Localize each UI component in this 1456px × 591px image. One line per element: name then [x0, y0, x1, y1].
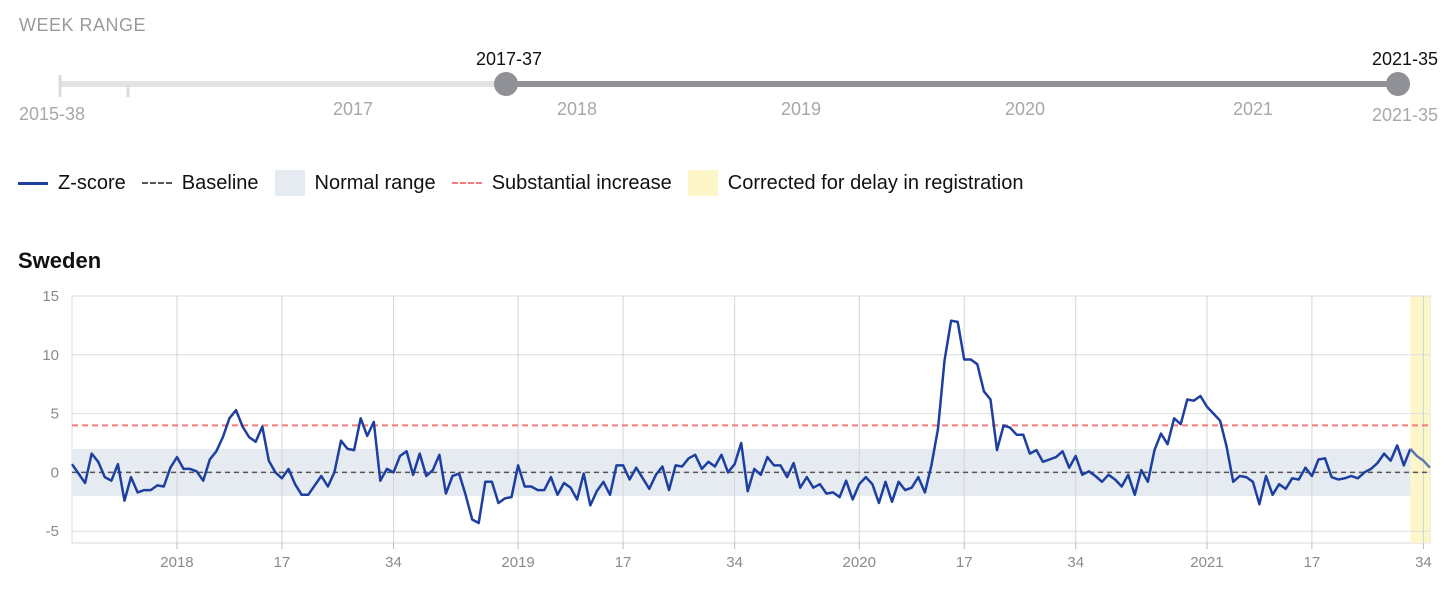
- corrected-region: [1410, 296, 1430, 543]
- legend-item-normal-range[interactable]: Normal range: [274, 170, 436, 196]
- slider-max-label: 2021-35: [1372, 105, 1438, 125]
- legend-zscore-swatch: [18, 181, 48, 185]
- x-tick-label: 17: [274, 554, 291, 571]
- y-tick-label: 15: [42, 288, 59, 305]
- y-tick-label: 5: [51, 406, 59, 423]
- week-range-slider[interactable]: 2015-38 2017 2018 2019 2020 2021 2021-35…: [0, 40, 1456, 130]
- x-tick-label: 2021: [1190, 554, 1223, 571]
- legend-item-label: Baseline: [181, 171, 259, 194]
- x-tick-label: 34: [726, 554, 743, 571]
- slider-end-handle[interactable]: [1386, 72, 1410, 96]
- slider-start-handle[interactable]: [494, 72, 518, 96]
- x-tick-label: 34: [1415, 554, 1432, 571]
- plot-area: [71, 295, 1431, 544]
- legend-item-label: Normal range: [314, 171, 436, 194]
- legend-item-substantial-increase[interactable]: Substantial increase: [451, 171, 672, 195]
- legend-item-label: Z-score: [58, 171, 126, 194]
- legend-item-label: Corrected for delay in registration: [727, 171, 1024, 194]
- slider-min-label: 2015-38: [19, 104, 85, 124]
- slider-start-value: 2017-37: [476, 49, 542, 69]
- x-tick-label: 2020: [843, 554, 876, 571]
- legend-item-zscore[interactable]: Z-score: [18, 172, 126, 195]
- x-tick-label: 17: [615, 554, 632, 571]
- y-tick-label: -5: [46, 523, 59, 540]
- legend-normal-range-swatch: [274, 170, 305, 196]
- x-tick-label: 34: [1067, 554, 1084, 571]
- slider-end-value: 2021-35: [1372, 49, 1438, 69]
- legend-item-corrected[interactable]: Corrected for delay in registration: [687, 170, 1024, 196]
- legend-item-baseline[interactable]: Baseline: [141, 171, 259, 195]
- y-tick-label: 0: [51, 464, 59, 481]
- x-tick-label: 17: [956, 554, 973, 571]
- legend-item-label: Substantial increase: [491, 171, 672, 194]
- x-tick-label: 34: [385, 554, 402, 571]
- y-tick-label: 10: [42, 347, 59, 364]
- zscore-series-line: [70, 319, 1412, 525]
- slider-year-label: 2019: [781, 99, 821, 119]
- slider-year-label: 2020: [1005, 99, 1045, 119]
- legend-baseline-swatch: [141, 182, 172, 184]
- week-range-label: WEEK RANGE: [19, 15, 147, 35]
- chart-legend: Z-score Baseline Normal range Substantia…: [18, 168, 1040, 198]
- x-tick-label: 2019: [501, 554, 534, 571]
- slider-year-label: 2018: [557, 99, 597, 119]
- zscore-corrected-line: [1409, 448, 1431, 469]
- chart-title: Sweden: [18, 248, 102, 273]
- legend-substantial-increase-swatch: [451, 182, 482, 184]
- zscore-chart: 15 10 5 0 -5 2018 17 34 2019 17 34 2020 17 34 2021 17 34: [42, 288, 1432, 571]
- legend-corrected-swatch: [687, 170, 718, 196]
- x-tick-label: 17: [1304, 554, 1321, 571]
- x-tick-label: 2018: [160, 554, 193, 571]
- slider-year-label: 2017: [333, 99, 373, 119]
- slider-year-label: 2021: [1233, 99, 1273, 119]
